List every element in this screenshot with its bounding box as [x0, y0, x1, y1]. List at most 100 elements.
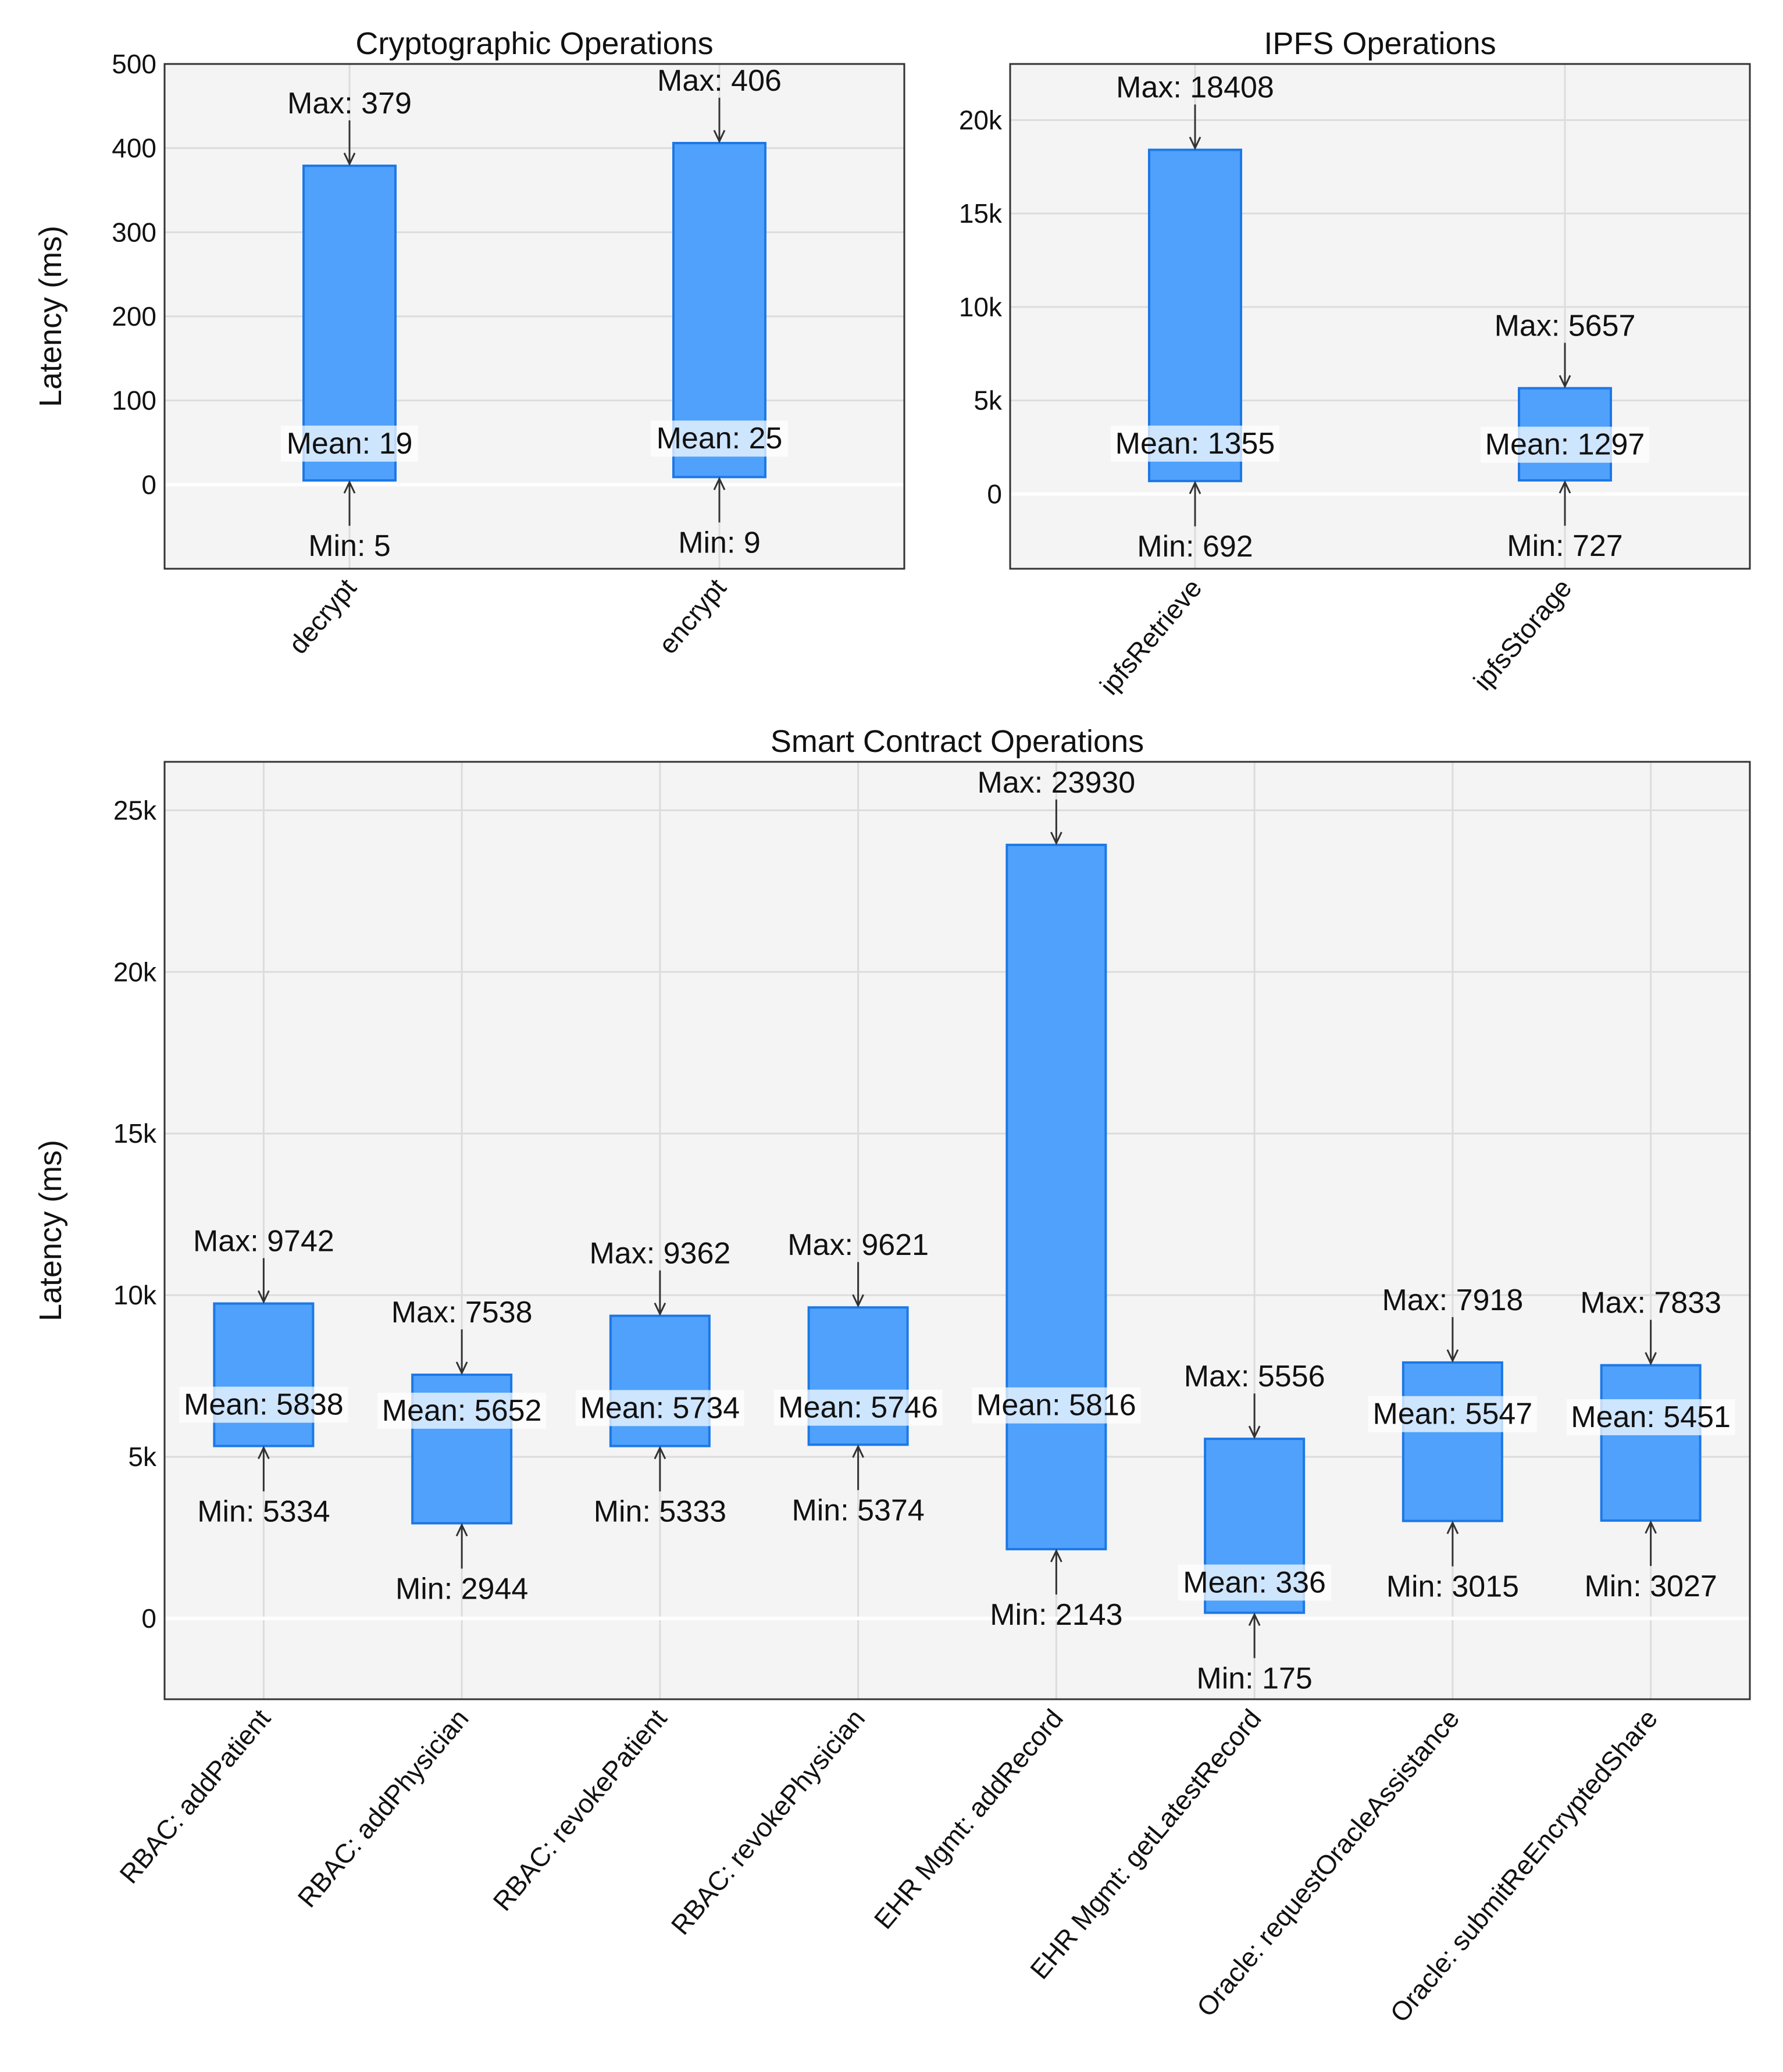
range-bar [1402, 1361, 1503, 1522]
mean-label: Mean: 5838 [184, 1388, 344, 1422]
category-label: ipfsStorage [1467, 573, 1577, 696]
min-arrowhead [654, 1446, 666, 1460]
y-tick-label: 15k [113, 1118, 157, 1149]
plot-frame [163, 761, 1751, 1700]
y-tick-label: 200 [112, 301, 156, 331]
min-arrowhead [1050, 1549, 1062, 1563]
max-label: Max: 7538 [391, 1296, 533, 1329]
y-tick-label: 20k [113, 957, 157, 987]
mean-label-band [281, 425, 418, 462]
category-label: RBAC: revokePatient [487, 1703, 672, 1917]
mean-label-band [1481, 426, 1649, 463]
category-label: RBAC: revokePhysician [665, 1703, 871, 1940]
mean-label: Mean: 5451 [1571, 1400, 1731, 1434]
max-arrowhead [654, 1302, 666, 1317]
mean-label: Mean: 5746 [778, 1391, 938, 1425]
max-label: Max: 379 [287, 87, 412, 120]
category-label: RBAC: addPhysician [291, 1703, 474, 1913]
min-label: Min: 5333 [594, 1495, 726, 1529]
plot-area [165, 762, 1750, 1699]
plot-area [1010, 64, 1750, 569]
mean-label-band [179, 1386, 348, 1423]
y-tick-label: 10k [959, 292, 1003, 322]
mean-label-band [972, 1387, 1141, 1424]
max-arrowhead [343, 152, 356, 166]
range-bar [213, 1302, 315, 1447]
category-label: decrypt [283, 573, 362, 659]
y-tick-label: 100 [112, 386, 156, 416]
range-bar [609, 1314, 711, 1447]
chart-title: IPFS Operations [1264, 26, 1496, 61]
y-tick-label: 5k [973, 386, 1003, 416]
chart-panel-2: 0 5k 10k 15k 20k IPFS Operations Max: 18408 Min… [959, 26, 1751, 700]
mean-label: Mean: 5547 [1373, 1397, 1533, 1431]
max-label: Max: 18408 [1116, 71, 1274, 105]
category-label: EHR Mgmt: getLatestRecord [1024, 1703, 1267, 1985]
mean-label: Mean: 1355 [1115, 427, 1275, 461]
max-arrowhead [852, 1294, 864, 1308]
y-tick-label: 15k [959, 198, 1003, 229]
min-arrowhead [713, 476, 726, 490]
mean-label: Mean: 1297 [1485, 428, 1645, 462]
max-label: Max: 23930 [978, 766, 1136, 800]
chart-title: Cryptographic Operations [355, 26, 713, 61]
min-arrowhead [258, 1446, 270, 1460]
max-label: Max: 406 [657, 64, 782, 98]
min-arrowhead [1645, 1520, 1657, 1534]
max-label: Max: 5556 [1184, 1360, 1325, 1393]
min-arrowhead [1559, 480, 1571, 494]
y-axis-label: Latency (ms) [33, 226, 68, 407]
mean-label: Mean: 336 [1183, 1565, 1326, 1599]
min-label: Min: 2944 [395, 1572, 528, 1606]
plot-frame [1009, 63, 1751, 570]
mean-label-band [1178, 1564, 1331, 1601]
min-arrowhead [1446, 1520, 1459, 1535]
mean-label-band [1111, 425, 1279, 462]
y-tick-label: 0 [141, 1603, 156, 1634]
y-tick-label: 20k [959, 105, 1003, 135]
range-bar [1600, 1364, 1702, 1522]
mean-label-band [651, 420, 788, 457]
plot-frame [163, 63, 905, 570]
y-tick-label: 25k [113, 795, 157, 825]
min-label: Min: 9 [678, 526, 761, 559]
category-label: encrypt [652, 573, 732, 659]
mean-label: Mean: 5734 [580, 1391, 740, 1425]
min-label: Min: 692 [1137, 530, 1253, 564]
max-arrowhead [713, 130, 726, 144]
mean-label: Mean: 5652 [382, 1394, 542, 1428]
max-arrowhead [455, 1361, 468, 1375]
max-arrowhead [1050, 832, 1062, 846]
y-axis-label: Latency (ms) [33, 1140, 68, 1321]
min-arrowhead [1189, 480, 1201, 494]
y-tick-label: 500 [112, 49, 156, 79]
category-label: ipfsRetrieve [1094, 573, 1208, 700]
min-arrowhead [852, 1444, 864, 1458]
min-label: Min: 3015 [1386, 1570, 1519, 1603]
chart-panel-1: 0 100 200 300 400 500 Cryptographic Operations… [33, 26, 905, 659]
min-label: Min: 5 [308, 529, 391, 563]
y-tick-label: 0 [987, 479, 1002, 509]
max-label: Max: 5657 [1495, 309, 1636, 343]
min-arrowhead [1248, 1612, 1261, 1626]
chart-title: Smart Contract Operations [771, 724, 1144, 759]
mean-label-band [575, 1390, 744, 1426]
y-tick-label: 5k [128, 1442, 157, 1472]
min-label: Min: 2143 [990, 1598, 1122, 1632]
category-label: EHR Mgmt: addRecord [868, 1703, 1069, 1935]
max-label: Max: 9742 [193, 1225, 334, 1258]
y-tick-label: 300 [112, 217, 156, 247]
max-arrowhead [1446, 1349, 1459, 1363]
y-tick-label: 0 [141, 469, 156, 500]
chart-panel-3: 0 5k 10k 15k 20k 25k Smart Contract Operations… [33, 724, 1751, 2028]
max-arrowhead [1645, 1351, 1657, 1366]
min-label: Min: 5334 [197, 1495, 330, 1529]
max-label: Max: 7918 [1382, 1283, 1523, 1317]
max-arrowhead [258, 1290, 270, 1304]
min-label: Min: 5374 [791, 1493, 924, 1527]
max-arrowhead [1189, 136, 1201, 151]
max-label: Max: 7833 [1580, 1286, 1721, 1320]
max-label: Max: 9621 [787, 1228, 929, 1262]
mean-label-band [773, 1389, 943, 1426]
